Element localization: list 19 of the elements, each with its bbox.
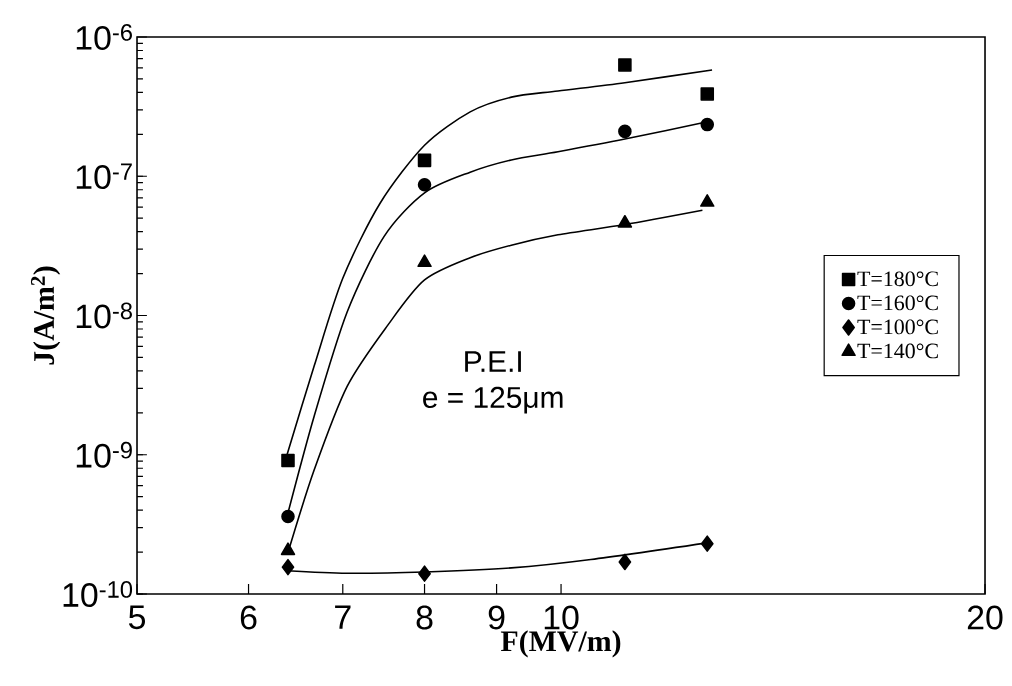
x-tick-label: 9 [488, 605, 505, 630]
legend-label: T=100°C [857, 319, 938, 335]
x-axis-title: F(MV/m) [500, 630, 621, 658]
legend-label: T=180°C [857, 271, 938, 287]
x-tick-label: 8 [416, 605, 433, 630]
x-tick-label: 6 [240, 605, 257, 630]
legend-label: T=140°C [857, 343, 938, 359]
x-tick-label: 20 [967, 605, 1003, 630]
x-tick-label: 5 [128, 605, 146, 630]
x-tick-label: 10 [544, 605, 579, 630]
y-tick-label: 10$^{-7}$ [76, 163, 132, 190]
annotation: P.E.I [465, 351, 521, 372]
y-tick-label: 10$^{-9}$ [76, 441, 132, 468]
y-axis-title: J(A/m$^{2}$) [30, 266, 61, 365]
y-tick-label: 10$^{-6}$ [76, 24, 132, 50]
annotation: e = 125μm [423, 386, 563, 414]
legend-label: T=160°C [857, 295, 938, 311]
y-tick-label: 10$^{-8}$ [76, 302, 132, 329]
x-tick-label: 7 [335, 605, 351, 629]
